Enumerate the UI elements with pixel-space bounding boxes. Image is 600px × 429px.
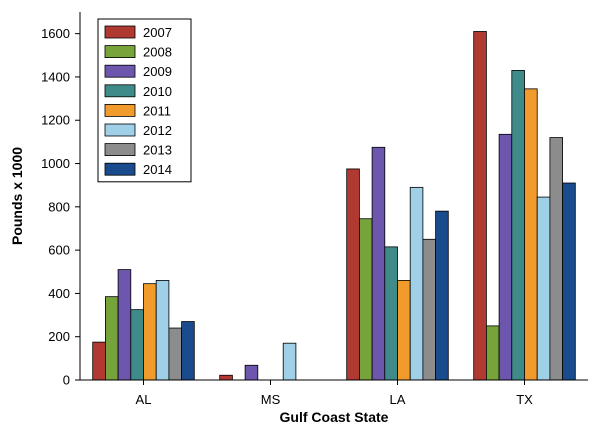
legend-label-2008: 2008 [143,45,172,60]
legend-swatch-2012 [104,123,136,137]
legend-label-2010: 2010 [143,84,172,99]
bar-la-2009 [371,146,386,381]
y-tick-label-1200: 1200 [41,113,70,128]
legend-label-2009: 2009 [143,64,172,79]
legend-label-2007: 2007 [143,25,172,40]
bar-tx-2010 [511,70,525,381]
legend: 2007 2008 2009 2010 2011 2012 2013 2014 [97,18,192,183]
legend-swatch-2011 [104,104,136,117]
y-tick-label-1600: 1600 [41,26,70,41]
legend-swatch-2010 [104,84,136,98]
y-tick-label-1000: 1000 [41,156,70,171]
bar-al-2011 [143,283,157,381]
y-tick-label-600: 600 [48,243,70,258]
axes-layer [75,12,588,385]
bar-al-2014 [181,321,195,381]
bars-layer [92,31,576,381]
bar-al-2010 [130,309,144,381]
tick-labels-layer: AL MS LA TX 0 200 400 600 800 1000 1200 1400 1600 [41,26,533,407]
legend-swatch-2007 [104,25,136,39]
bar-la-2011 [397,280,411,381]
bar-ms-2012 [282,342,297,381]
legend-label-2014: 2014 [143,162,172,177]
bar-tx-2014 [562,182,576,381]
bar-tx-2013 [549,137,564,381]
bar-ms-2009 [244,364,259,381]
bar-la-2010 [384,246,398,381]
x-tick-label-tx: TX [516,392,533,407]
bar-tx-2008 [485,325,500,381]
bar-al-2009 [117,269,132,381]
x-tick-label-la: LA [390,392,406,407]
y-tick-label-0: 0 [63,373,70,388]
legend-label-2011: 2011 [143,103,171,118]
bar-la-2012 [409,186,424,381]
bar-tx-2009 [498,133,513,381]
legend-label-2012: 2012 [143,123,172,138]
legend-label-2013: 2013 [143,143,172,158]
bar-la-2014 [435,210,449,381]
bar-tx-2011 [524,88,538,381]
x-axis-title: Gulf Coast State [280,409,389,425]
y-tick-label-400: 400 [48,286,70,301]
y-tick-label-200: 200 [48,329,70,344]
legend-swatch-2013 [104,143,136,157]
y-tick-label-1400: 1400 [41,69,70,84]
y-axis-title: Pounds x 1000 [9,147,25,245]
bar-al-2008 [105,296,119,381]
bar-al-2013 [168,327,182,381]
bar-la-2008 [358,218,373,381]
bar-al-2012 [155,280,170,381]
x-tick-label-al: AL [136,392,152,407]
legend-swatch-2014 [104,162,136,176]
x-tick-label-ms: MS [261,392,281,407]
bar-ms-2007 [219,374,233,381]
legend-swatch-2008 [104,45,136,58]
bar-la-2013 [422,238,436,381]
legend-swatch-2009 [104,64,136,78]
y-tick-label-800: 800 [48,199,70,214]
bar-al-2007 [92,341,106,381]
bar-la-2007 [346,168,360,381]
bar-tx-2007 [473,31,487,381]
bar-tx-2012 [536,196,551,381]
